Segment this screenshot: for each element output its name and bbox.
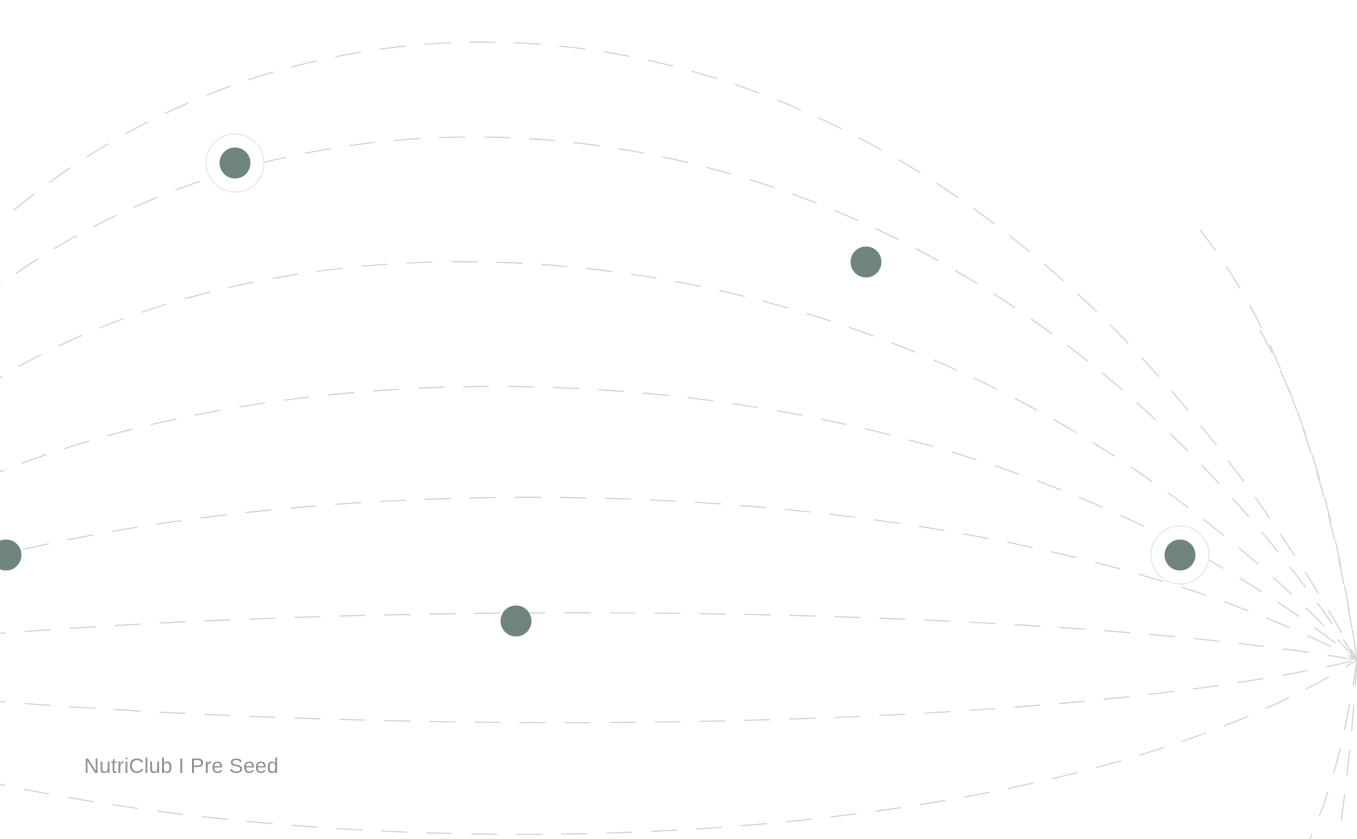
orbit-node	[205, 133, 265, 193]
footer-label: NutriClub I Pre Seed	[84, 755, 279, 779]
orbit-arc	[0, 612, 1357, 661]
company-name: NutriClub	[84, 755, 173, 778]
orbit-arc	[0, 496, 1357, 661]
orbit-node	[850, 246, 882, 278]
funding-stage: Pre Seed	[190, 755, 279, 778]
orbit-arc	[0, 659, 1357, 724]
orbit-arc	[0, 385, 1357, 661]
orbit-arc	[1199, 229, 1357, 661]
orbit-node	[500, 605, 532, 637]
orbit-node	[1150, 525, 1210, 585]
orbit-arc	[0, 659, 1357, 835]
orbit-arc	[1337, 659, 1357, 839]
orbit-arc	[1309, 659, 1357, 839]
orbit-node	[0, 539, 22, 571]
orbit-arc	[0, 261, 1357, 661]
footer-separator: I	[172, 755, 191, 778]
orbit-arc	[0, 136, 1357, 661]
